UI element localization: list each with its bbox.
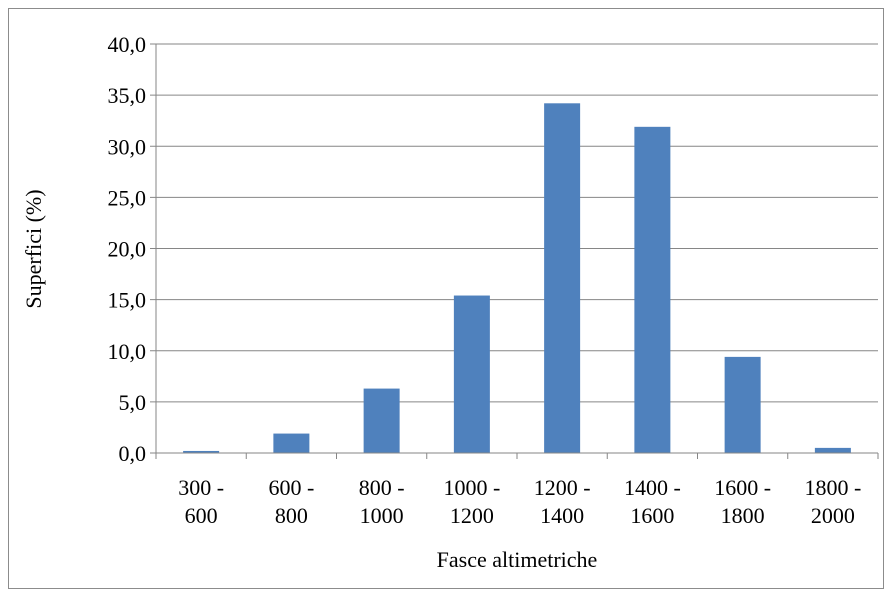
y-tick-label: 15,0 xyxy=(108,288,147,313)
y-tick-label: 25,0 xyxy=(108,185,147,210)
x-tick-label: 1400 -1600 xyxy=(624,475,681,528)
bar xyxy=(363,388,400,453)
x-tick-labels: 300 -600 600 -800 800 -1000 1000 -1200 1200 … xyxy=(178,475,861,528)
bar xyxy=(634,126,671,453)
bar xyxy=(273,433,310,453)
bar xyxy=(453,295,490,453)
y-tick-label: 0,0 xyxy=(119,441,147,466)
y-tick-label: 5,0 xyxy=(119,390,147,415)
y-axis-title: Superfici (%) xyxy=(21,189,46,308)
bar xyxy=(544,103,581,454)
bar xyxy=(724,356,761,453)
y-tick-label: 35,0 xyxy=(108,83,147,108)
y-tick-labels: 0,0 5,0 10,0 15,0 20,0 25,0 30,0 35,0 40,0 xyxy=(108,32,147,466)
x-tick-label: 300 -600 xyxy=(178,475,224,528)
x-tick-label: 1600 -1800 xyxy=(714,475,771,528)
y-tick-label: 10,0 xyxy=(108,339,147,364)
y-tick-label: 20,0 xyxy=(108,237,147,262)
y-tick-label: 30,0 xyxy=(108,134,147,159)
x-tick-label: 1200 -1400 xyxy=(534,475,591,528)
y-tick-label: 40,0 xyxy=(108,32,147,57)
bar xyxy=(183,450,220,453)
x-tick-label: 600 -800 xyxy=(268,475,314,528)
bars xyxy=(183,103,851,454)
chart-frame xyxy=(8,8,884,589)
x-tick-label: 800 -1000 xyxy=(359,475,405,528)
x-tick-label: 1000 -1200 xyxy=(443,475,500,528)
x-axis-title: Fasce altimetriche xyxy=(437,547,598,572)
bar xyxy=(814,447,851,453)
axes xyxy=(150,43,879,459)
gridlines xyxy=(156,43,878,403)
x-tick-label: 1800 -2000 xyxy=(804,475,861,528)
